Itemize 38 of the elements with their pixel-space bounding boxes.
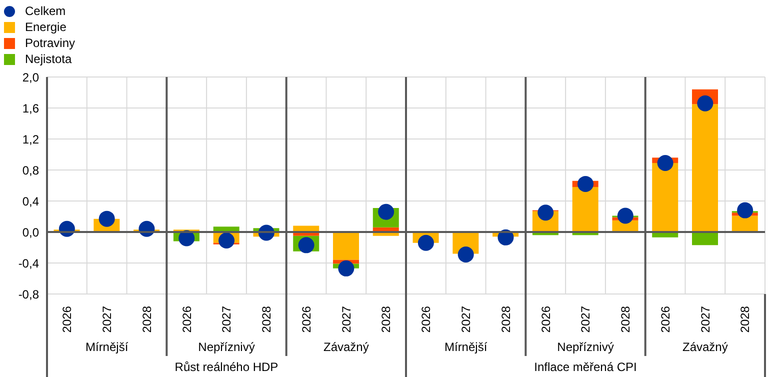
y-tick-label: 0,0 [22,225,40,240]
text: Závažný [682,340,728,354]
x-tick-label: 2027 [220,306,234,333]
y-tick-label: 0,8 [22,163,40,178]
x-tick-label: 2027 [698,306,712,333]
x-tick-label: 2028 [260,306,274,333]
x-tick-label: 2026 [538,306,553,333]
text: Inflace měřená CPI [534,360,637,374]
text: Mírnější [85,340,129,354]
x-tick-label: 2027 [459,306,474,333]
x-tick-label: 2028 [618,306,633,333]
legend-label: Celkem [25,4,66,18]
x-tick-label: 2027 [339,306,354,333]
x-tick-label: 2028 [379,306,394,333]
x-tick-label: 2026 [299,306,314,333]
x-tick-label: 2026 [419,306,434,333]
y-tick-label: -0,8 [18,287,40,302]
text: Závažný [323,340,369,354]
x-tick-label: 2027 [578,306,593,333]
legend-label: Potraviny [25,36,76,50]
text: Růst reálného HDP [174,360,278,374]
legend-label: Energie [25,20,66,34]
text: Mírnější [444,340,488,354]
y-tick-label: 1,6 [22,101,40,116]
x-tick-label: 2026 [658,306,672,333]
x-tick-label: 2026 [60,306,74,333]
text: Nepříznivý [198,340,255,354]
x-tick-label: 2026 [180,306,194,333]
x-tick-label: 2028 [738,306,752,333]
text: Nepříznivý [557,340,614,354]
legend-label: Nejistota [25,52,72,66]
y-tick-label: 1,2 [22,132,40,146]
y-tick-label: 0,4 [22,194,40,208]
x-tick-label: 2028 [498,306,513,333]
y-tick-label: 2,0 [22,70,40,84]
y-tick-label: -0,4 [18,256,40,270]
x-tick-label: 2027 [100,306,114,333]
x-tick-label: 2028 [140,306,154,333]
